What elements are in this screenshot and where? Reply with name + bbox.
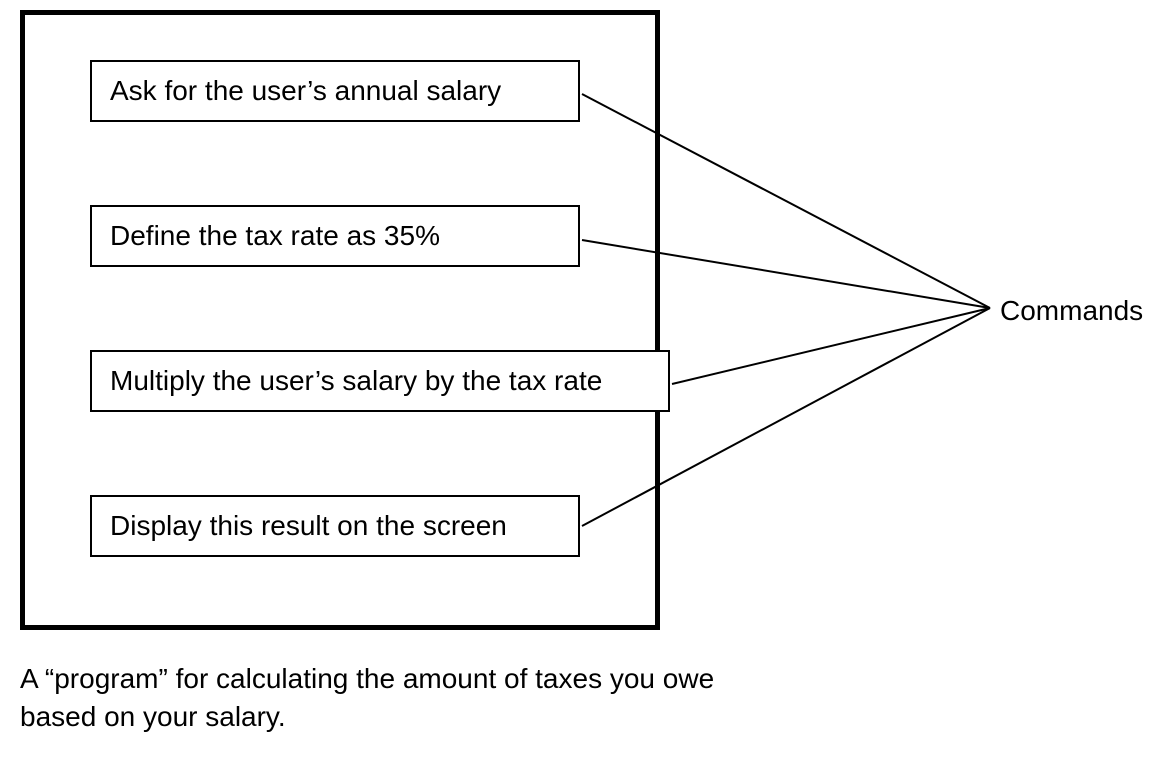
connector-line-3 [672,308,990,384]
commands-label: Commands [1000,295,1143,327]
command-text-2: Define the tax rate as 35% [110,220,440,252]
command-box-2: Define the tax rate as 35% [90,205,580,267]
command-text-3: Multiply the user’s salary by the tax ra… [110,365,602,397]
command-text-4: Display this result on the screen [110,510,507,542]
program-diagram: Ask for the user’s annual salary Define t… [0,0,1162,765]
command-text-1: Ask for the user’s annual salary [110,75,501,107]
command-box-3: Multiply the user’s salary by the tax ra… [90,350,670,412]
command-box-1: Ask for the user’s annual salary [90,60,580,122]
command-box-4: Display this result on the screen [90,495,580,557]
diagram-caption: A “program” for calculating the amount o… [20,660,720,736]
